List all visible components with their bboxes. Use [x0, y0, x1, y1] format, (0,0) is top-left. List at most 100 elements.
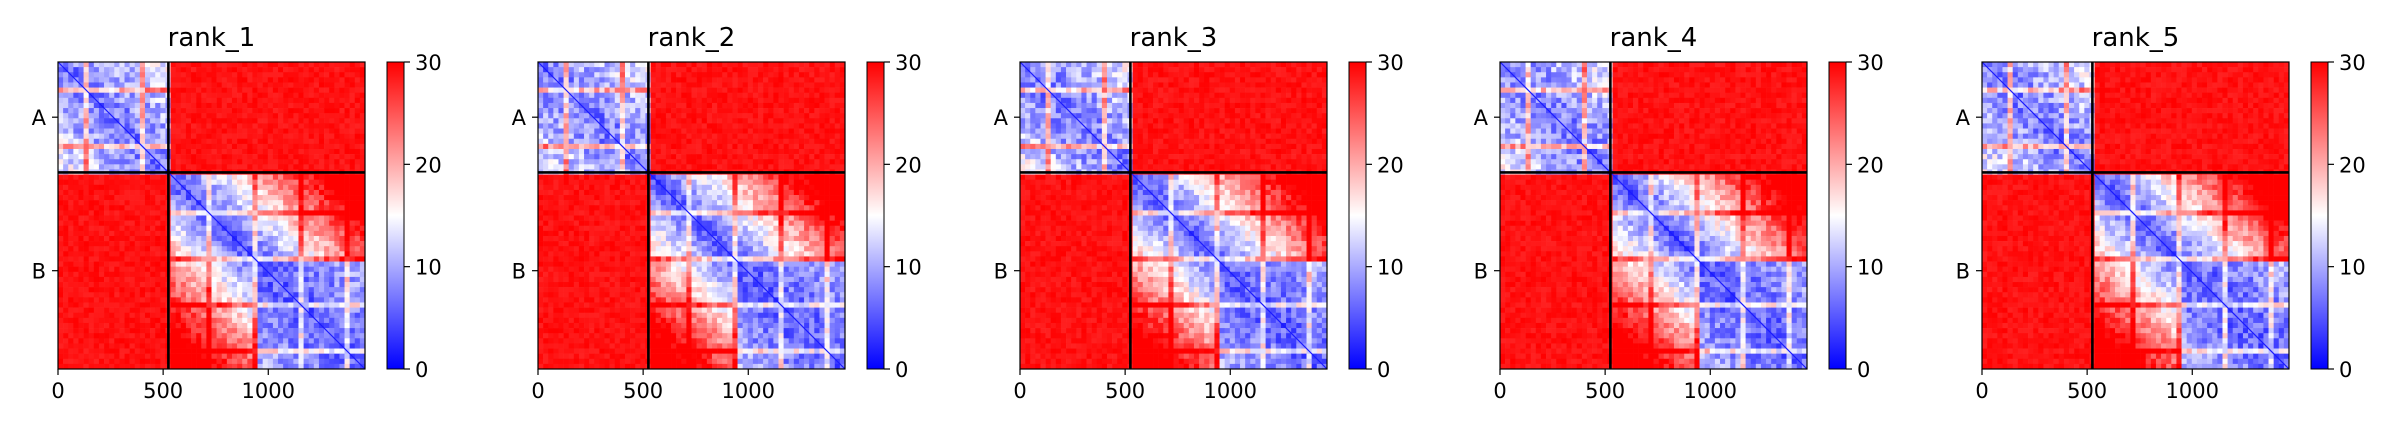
heatmap-cell [237, 77, 242, 82]
heatmap-cell [784, 62, 789, 67]
heatmap-cell [329, 180, 334, 185]
heatmap-cell [584, 88, 589, 93]
heatmap-cell [789, 103, 794, 108]
heatmap-cell [339, 175, 344, 180]
heatmap-cell [268, 308, 273, 313]
heatmap-cell [686, 93, 691, 98]
heatmap-cell [339, 144, 344, 149]
heatmap-cell [227, 287, 232, 292]
heatmap-cell [702, 103, 707, 108]
heatmap-cell [263, 82, 268, 87]
heatmap-cell [339, 256, 344, 261]
heatmap-cell [206, 256, 211, 261]
heatmap-cell [339, 272, 344, 277]
heatmap-cell [640, 113, 645, 118]
heatmap-cell [298, 205, 303, 210]
heatmap-cell [155, 323, 160, 328]
heatmap-cell [78, 333, 83, 338]
heatmap-cell [605, 113, 610, 118]
heatmap-cell [222, 154, 227, 159]
heatmap-cell [314, 72, 319, 77]
heatmap-cell [89, 108, 94, 113]
heatmap-cell [155, 98, 160, 103]
heatmap-cell [268, 262, 273, 267]
heatmap-cell [620, 164, 625, 169]
heatmap-cell [206, 282, 211, 287]
heatmap-cell [309, 272, 314, 277]
heatmap-cell [599, 93, 604, 98]
heatmap-cell [355, 323, 360, 328]
heatmap-cell [293, 246, 298, 251]
heatmap-cell [594, 149, 599, 154]
heatmap-cell [217, 129, 222, 134]
heatmap-cell [339, 164, 344, 169]
heatmap-cell [355, 88, 360, 93]
heatmap-cell [298, 159, 303, 164]
heatmap-cell [753, 82, 758, 87]
heatmap-cell [63, 72, 68, 77]
heatmap-cell [763, 144, 768, 149]
heatmap-cell [99, 205, 104, 210]
heatmap-cell [119, 246, 124, 251]
heatmap-cell [130, 313, 135, 318]
heatmap-cell [309, 251, 314, 256]
heatmap-cell [89, 88, 94, 93]
heatmap-cell [620, 175, 625, 180]
heatmap-cell [324, 88, 329, 93]
heatmap-cell [89, 216, 94, 221]
heatmap-cell [160, 297, 165, 302]
heatmap-cell [227, 282, 232, 287]
heatmap-cell [191, 129, 196, 134]
heatmap-cell [63, 195, 68, 200]
heatmap-cell [237, 221, 242, 226]
heatmap-cell [160, 210, 165, 215]
heatmap-cell [242, 287, 247, 292]
heatmap-cell [553, 154, 558, 159]
heatmap-cell [89, 277, 94, 282]
heatmap-cell [201, 349, 206, 354]
heatmap-cell [355, 62, 360, 67]
heatmap-cell [314, 118, 319, 123]
heatmap-cell [304, 302, 309, 307]
heatmap-cell [278, 118, 283, 123]
heatmap-cell [247, 267, 252, 272]
heatmap-cell [314, 246, 319, 251]
heatmap-cell [201, 251, 206, 256]
heatmap-cell [319, 267, 324, 272]
heatmap-cell [160, 246, 165, 251]
heatmap-cell [130, 236, 135, 241]
heatmap-cell [651, 88, 656, 93]
heatmap-cell [773, 62, 778, 67]
heatmap-cell [258, 297, 263, 302]
heatmap-cell [263, 251, 268, 256]
heatmap-cell [548, 77, 553, 82]
heatmap-cell [273, 205, 278, 210]
heatmap-cell [206, 180, 211, 185]
heatmap-cell [778, 62, 783, 67]
heatmap-cell [304, 236, 309, 241]
heatmap-cell [78, 313, 83, 318]
heatmap-cell [89, 251, 94, 256]
heatmap-cell [206, 231, 211, 236]
heatmap-cell [538, 139, 543, 144]
heatmap-cell [273, 287, 278, 292]
heatmap-cell [350, 139, 355, 144]
heatmap-cell [773, 129, 778, 134]
heatmap-cell [605, 154, 610, 159]
heatmap-cell [237, 328, 242, 333]
heatmap-cell [784, 154, 789, 159]
heatmap-cell [145, 154, 150, 159]
heatmap-cell [206, 144, 211, 149]
heatmap-cell [242, 262, 247, 267]
heatmap-cell [114, 328, 119, 333]
heatmap-cell [125, 98, 130, 103]
heatmap-cell [247, 139, 252, 144]
heatmap-cell [119, 251, 124, 256]
heatmap-cell [217, 210, 222, 215]
heatmap-cell [558, 93, 563, 98]
heatmap-cell [273, 185, 278, 190]
heatmap-cell [278, 338, 283, 343]
heatmap-cell [594, 144, 599, 149]
heatmap-cell [252, 221, 257, 226]
heatmap-cell [594, 159, 599, 164]
